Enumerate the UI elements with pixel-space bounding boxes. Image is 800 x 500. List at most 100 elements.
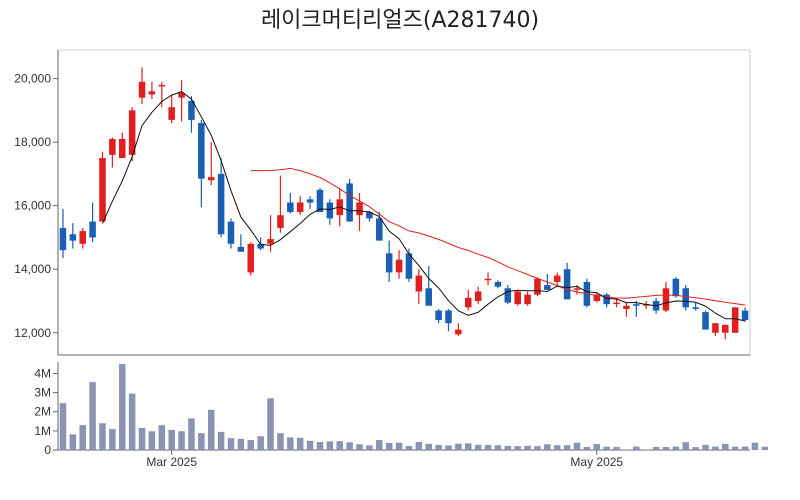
candle	[731, 307, 739, 333]
candle	[79, 227, 86, 249]
candle	[553, 272, 561, 287]
candle	[455, 323, 462, 336]
ma-long-line	[250, 167, 746, 306]
candle	[188, 96, 195, 133]
candle	[217, 158, 225, 238]
candle	[267, 215, 274, 252]
candle	[237, 234, 245, 252]
candle-body	[484, 278, 492, 281]
candle-body	[633, 304, 640, 306]
volume-bar	[544, 444, 551, 450]
candle	[326, 199, 334, 225]
candle-body	[731, 307, 739, 333]
volume-bar	[247, 440, 255, 450]
volume-bar	[494, 445, 502, 450]
candle	[247, 242, 255, 276]
volume-bar	[316, 441, 324, 450]
candle-body	[59, 227, 67, 251]
candle	[445, 308, 452, 332]
ma-short-line	[102, 91, 746, 322]
candle	[227, 218, 235, 249]
volume-bar	[474, 444, 482, 450]
candle-body	[593, 294, 601, 301]
candle	[593, 293, 601, 303]
candle	[464, 289, 472, 311]
volume-bar	[652, 446, 660, 450]
candle-body	[118, 138, 126, 159]
volume-bar	[277, 433, 284, 450]
candle	[395, 250, 403, 279]
volume-bar	[138, 428, 146, 450]
candle-body	[682, 288, 690, 308]
volume-panel: 0 1M 2M 3M 4M	[34, 362, 769, 457]
volume-bar	[751, 442, 759, 450]
candle	[118, 132, 126, 159]
candle	[178, 80, 185, 122]
candle	[198, 119, 205, 208]
candle-body	[573, 288, 581, 290]
candle	[682, 285, 690, 311]
volume-bar	[504, 445, 512, 450]
volume-bar	[712, 446, 719, 450]
volume-bar	[287, 437, 294, 450]
volume-bar	[603, 446, 610, 450]
candle	[623, 302, 630, 317]
volume-bar	[524, 445, 531, 450]
candle	[425, 266, 432, 306]
candle-body	[553, 275, 561, 282]
candle	[435, 308, 442, 324]
candle-body	[514, 291, 521, 305]
candle-body	[741, 310, 749, 321]
volume-bar	[534, 446, 541, 450]
volume-bar	[722, 443, 729, 450]
candle-body	[385, 253, 393, 273]
candle	[662, 281, 670, 313]
volume-bar	[455, 443, 462, 450]
volume-bar	[583, 446, 591, 450]
volume-bar	[237, 438, 245, 450]
volume-bar	[376, 440, 383, 450]
candle-body	[405, 253, 413, 279]
candle	[69, 223, 77, 249]
volume-bar	[623, 449, 630, 450]
candle	[474, 286, 482, 305]
candle-body	[69, 234, 77, 241]
volume-bar	[731, 446, 739, 450]
volume-bar	[692, 447, 699, 450]
candle	[207, 142, 215, 186]
candle	[287, 192, 294, 214]
volume-bar	[662, 446, 670, 450]
chart-title: 레이크머티리얼즈(A281740)	[260, 8, 540, 33]
volume-bar	[405, 445, 413, 450]
candle-body	[257, 243, 264, 249]
candle-body	[158, 84, 166, 87]
candle	[702, 310, 709, 330]
volume-tick-label: 4M	[34, 366, 51, 380]
candle-body	[435, 310, 442, 321]
candle-body	[217, 173, 225, 235]
volume-bar	[633, 446, 640, 450]
volume-bar	[306, 440, 314, 450]
volume-bar	[356, 444, 363, 450]
volume-bar	[445, 445, 452, 450]
volume-bar	[385, 442, 393, 450]
volume-bar	[366, 445, 373, 450]
volume-bar	[514, 446, 521, 450]
volume-bar	[118, 363, 126, 450]
price-tick-label: 12,000	[14, 326, 51, 340]
x-tick-label: May 2025	[570, 455, 623, 469]
x-axis: Mar 2025 May 2025	[146, 450, 623, 469]
candle-body	[148, 91, 156, 95]
candle-body	[306, 199, 314, 203]
volume-bar	[741, 446, 749, 450]
candle-body	[356, 202, 363, 216]
volume-bar	[435, 445, 442, 450]
volume-bar	[395, 442, 403, 450]
candle-body	[316, 189, 324, 213]
candle	[99, 151, 106, 222]
volume-bar	[593, 444, 601, 450]
volume-bar	[257, 436, 264, 450]
candle-body	[99, 158, 106, 222]
candle-body	[376, 218, 383, 241]
price-tick-label: 14,000	[14, 262, 51, 276]
